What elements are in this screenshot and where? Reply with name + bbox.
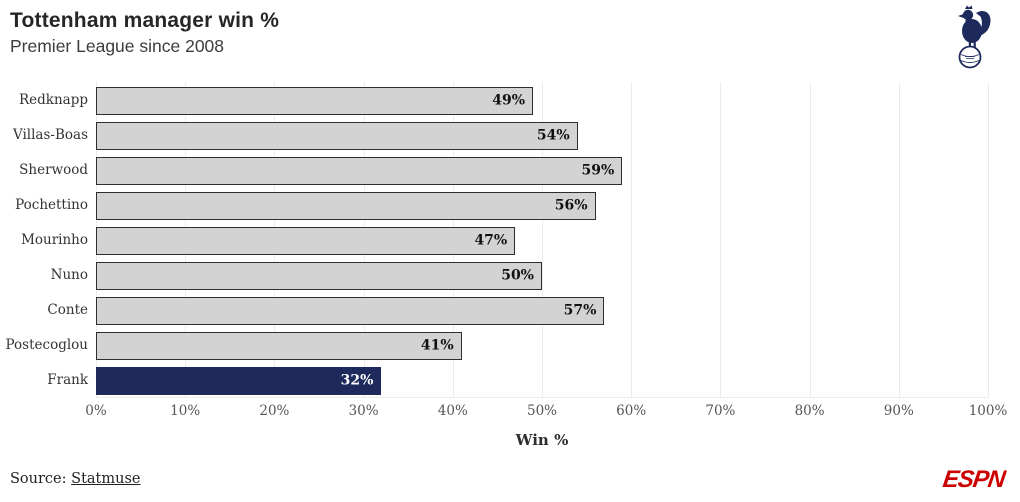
gridline: [631, 82, 633, 398]
bar: 59%: [96, 156, 623, 185]
bar: 50%: [96, 261, 542, 290]
source-link[interactable]: Statmuse: [71, 471, 141, 487]
bar: 56%: [96, 191, 596, 220]
bar-value-label: 54%: [536, 127, 570, 144]
x-tick-label: 100%: [968, 403, 1008, 419]
bar-value-label: 49%: [492, 92, 526, 109]
x-tick-label: 10%: [170, 403, 201, 419]
x-tick-label: 90%: [883, 403, 914, 419]
bar: 32%: [96, 366, 382, 395]
cockerel-icon: [958, 5, 991, 52]
espn-logo: ESPN: [940, 466, 1006, 493]
x-tick-label: 40%: [437, 403, 468, 419]
x-tick-label: 70%: [705, 403, 736, 419]
plot-area: 49% 54% 59% 56% 47% 50% 57% 41% 32%: [96, 82, 989, 398]
category-label: Postecoglou: [5, 337, 88, 353]
gridline: [542, 82, 543, 398]
bar: 57%: [96, 296, 605, 325]
source-prefix: Source:: [10, 471, 72, 487]
bar-value-label: 59%: [581, 162, 615, 179]
bar-value-label: 47%: [474, 232, 508, 249]
bar: 49%: [96, 86, 534, 115]
bar-value-label: 32%: [340, 372, 374, 389]
tottenham-crest-logo: [958, 5, 991, 69]
x-axis-ticks: 0% 10% 20% 30% 40% 50% 60% 70% 80% 90% 100%: [85, 403, 1007, 421]
x-tick-label: 30%: [348, 403, 379, 419]
bar-value-label: 56%: [554, 197, 588, 214]
bar-chart: Redknapp Villas-Boas Sherwood Pochettino Mou…: [0, 82, 1007, 449]
category-label: Mourinho: [21, 232, 88, 248]
gridline: [809, 82, 811, 398]
football-icon: [958, 45, 982, 69]
category-label: Conte: [47, 302, 88, 318]
gridline: [720, 82, 722, 398]
bar-value-label: 50%: [501, 267, 534, 284]
page-title: Tottenham manager win %: [10, 9, 280, 32]
x-tick-label: 20%: [259, 403, 290, 419]
gridline: [988, 82, 989, 398]
category-label: Frank: [47, 372, 88, 388]
source-note: Source: Statmuse: [10, 471, 140, 487]
category-label: Redknapp: [18, 92, 88, 108]
x-tick-label: 80%: [794, 403, 825, 419]
x-tick-label: 60%: [616, 403, 647, 419]
category-label: Sherwood: [19, 162, 88, 178]
x-tick-label: 0%: [85, 403, 107, 419]
bar: 54%: [96, 121, 578, 150]
x-tick-label: 50%: [526, 403, 558, 419]
category-label: Pochettino: [15, 197, 88, 213]
bar: 41%: [96, 331, 462, 360]
bar-value-label: 41%: [420, 337, 454, 354]
bar-value-label: 57%: [563, 302, 597, 319]
gridline: [898, 82, 900, 398]
category-label: Villas-Boas: [12, 127, 88, 143]
bar: 47%: [96, 226, 516, 255]
category-label: Nuno: [50, 267, 88, 283]
category-axis: Redknapp Villas-Boas Sherwood Pochettino Mou…: [0, 83, 88, 398]
page-subtitle: Premier League since 2008: [10, 36, 225, 56]
x-axis-title: Win %: [515, 431, 569, 449]
